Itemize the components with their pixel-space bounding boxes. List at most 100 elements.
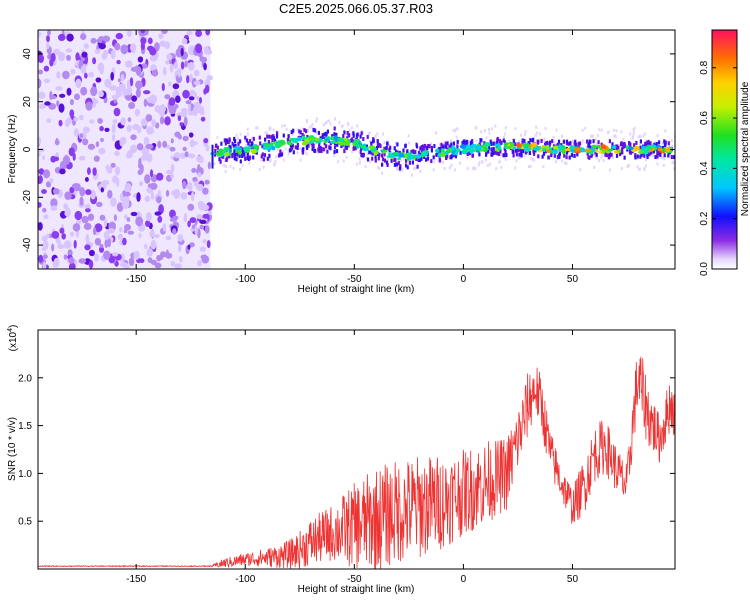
signal-halo [485,136,488,140]
signal-band [659,152,662,157]
signal-band [386,163,389,167]
noise-speckle [169,146,176,152]
signal-band [314,128,317,133]
y-tick-label: 20 [22,96,33,108]
signal-halo [342,159,345,163]
noise-speckle [88,72,94,78]
noise-speckle [46,35,50,43]
noise-speckle [38,54,44,63]
signal-core [424,151,429,156]
noise-speckle [145,220,151,228]
noise-speckle [131,95,138,102]
signal-core [633,145,640,151]
noise-speckle [130,144,138,154]
signal-band [388,147,391,152]
signal-band [320,146,323,151]
snr-frame [37,329,676,570]
noise-speckle [85,233,90,244]
noise-speckle [143,98,148,107]
signal-halo [561,159,564,163]
noise-speckle [161,83,165,92]
signal-band [348,133,351,138]
signal-band [628,150,632,155]
signal-band [267,140,270,144]
signal-band [344,144,347,149]
signal-band [558,151,561,156]
signal-band [532,147,535,152]
signal-halo [258,167,261,171]
signal-halo [455,135,458,139]
signal-band [247,157,250,161]
noise-speckle [197,172,202,178]
signal-band [318,143,321,148]
noise-speckle [107,189,113,199]
noise-speckle [94,49,101,54]
signal-band [306,146,309,150]
signal-band [270,135,273,140]
noise-speckle [149,230,155,238]
signal-band [644,141,647,146]
signal-band [301,132,304,137]
signal-halo [571,139,574,143]
colorbar-tick-label: 0.4 [699,161,710,175]
signal-core [648,145,653,150]
signal-halo [620,130,623,134]
signal-halo [663,157,666,161]
signal-band [622,145,625,150]
signal-halo [472,166,475,170]
signal-band [444,141,448,146]
signal-band [573,154,576,158]
noise-speckle [136,143,144,151]
signal-band [234,139,237,143]
signal-band [452,141,455,146]
signal-core [602,149,606,154]
signal-halo [671,160,674,164]
signal-band [374,158,377,163]
signal-band [594,150,597,155]
noise-speckle [107,238,111,248]
signal-band [496,140,499,145]
signal-halo [639,144,641,147]
signal-band [241,147,244,152]
signal-band [533,151,536,156]
noise-speckle [99,243,104,248]
signal-band [291,143,294,148]
signal-core [607,148,614,152]
signal-band [639,145,642,150]
signal-band [231,154,234,159]
signal-band [490,141,493,146]
signal-halo [237,156,240,160]
signal-halo [222,163,225,167]
signal-core [243,146,250,152]
signal-band [595,146,598,151]
signal-band [456,144,459,149]
signal-halo [442,160,445,164]
signal-band [351,137,354,142]
signal-halo [305,152,308,156]
signal-band [352,131,355,136]
signal-halo [250,136,253,140]
signal-core [390,154,396,158]
signal-core [275,143,281,148]
signal-band [359,149,362,154]
noise-speckle [200,106,205,114]
signal-band [529,138,532,143]
signal-band [430,145,433,150]
noise-speckle [202,213,210,219]
signal-halo [440,159,443,163]
signal-band [352,133,355,138]
signal-band [326,129,329,134]
signal-band [456,139,459,144]
chart-title: C2E5.2025.066.05.37.R03 [279,1,433,16]
signal-band [273,138,276,143]
signal-halo [407,134,410,138]
noise-speckle [177,115,182,122]
signal-halo [449,139,452,143]
signal-halo [474,126,477,130]
signal-band [664,140,667,145]
signal-halo [397,149,400,153]
signal-band [223,138,226,143]
noise-speckle [103,250,111,260]
signal-band [333,149,336,154]
signal-band [405,158,408,163]
